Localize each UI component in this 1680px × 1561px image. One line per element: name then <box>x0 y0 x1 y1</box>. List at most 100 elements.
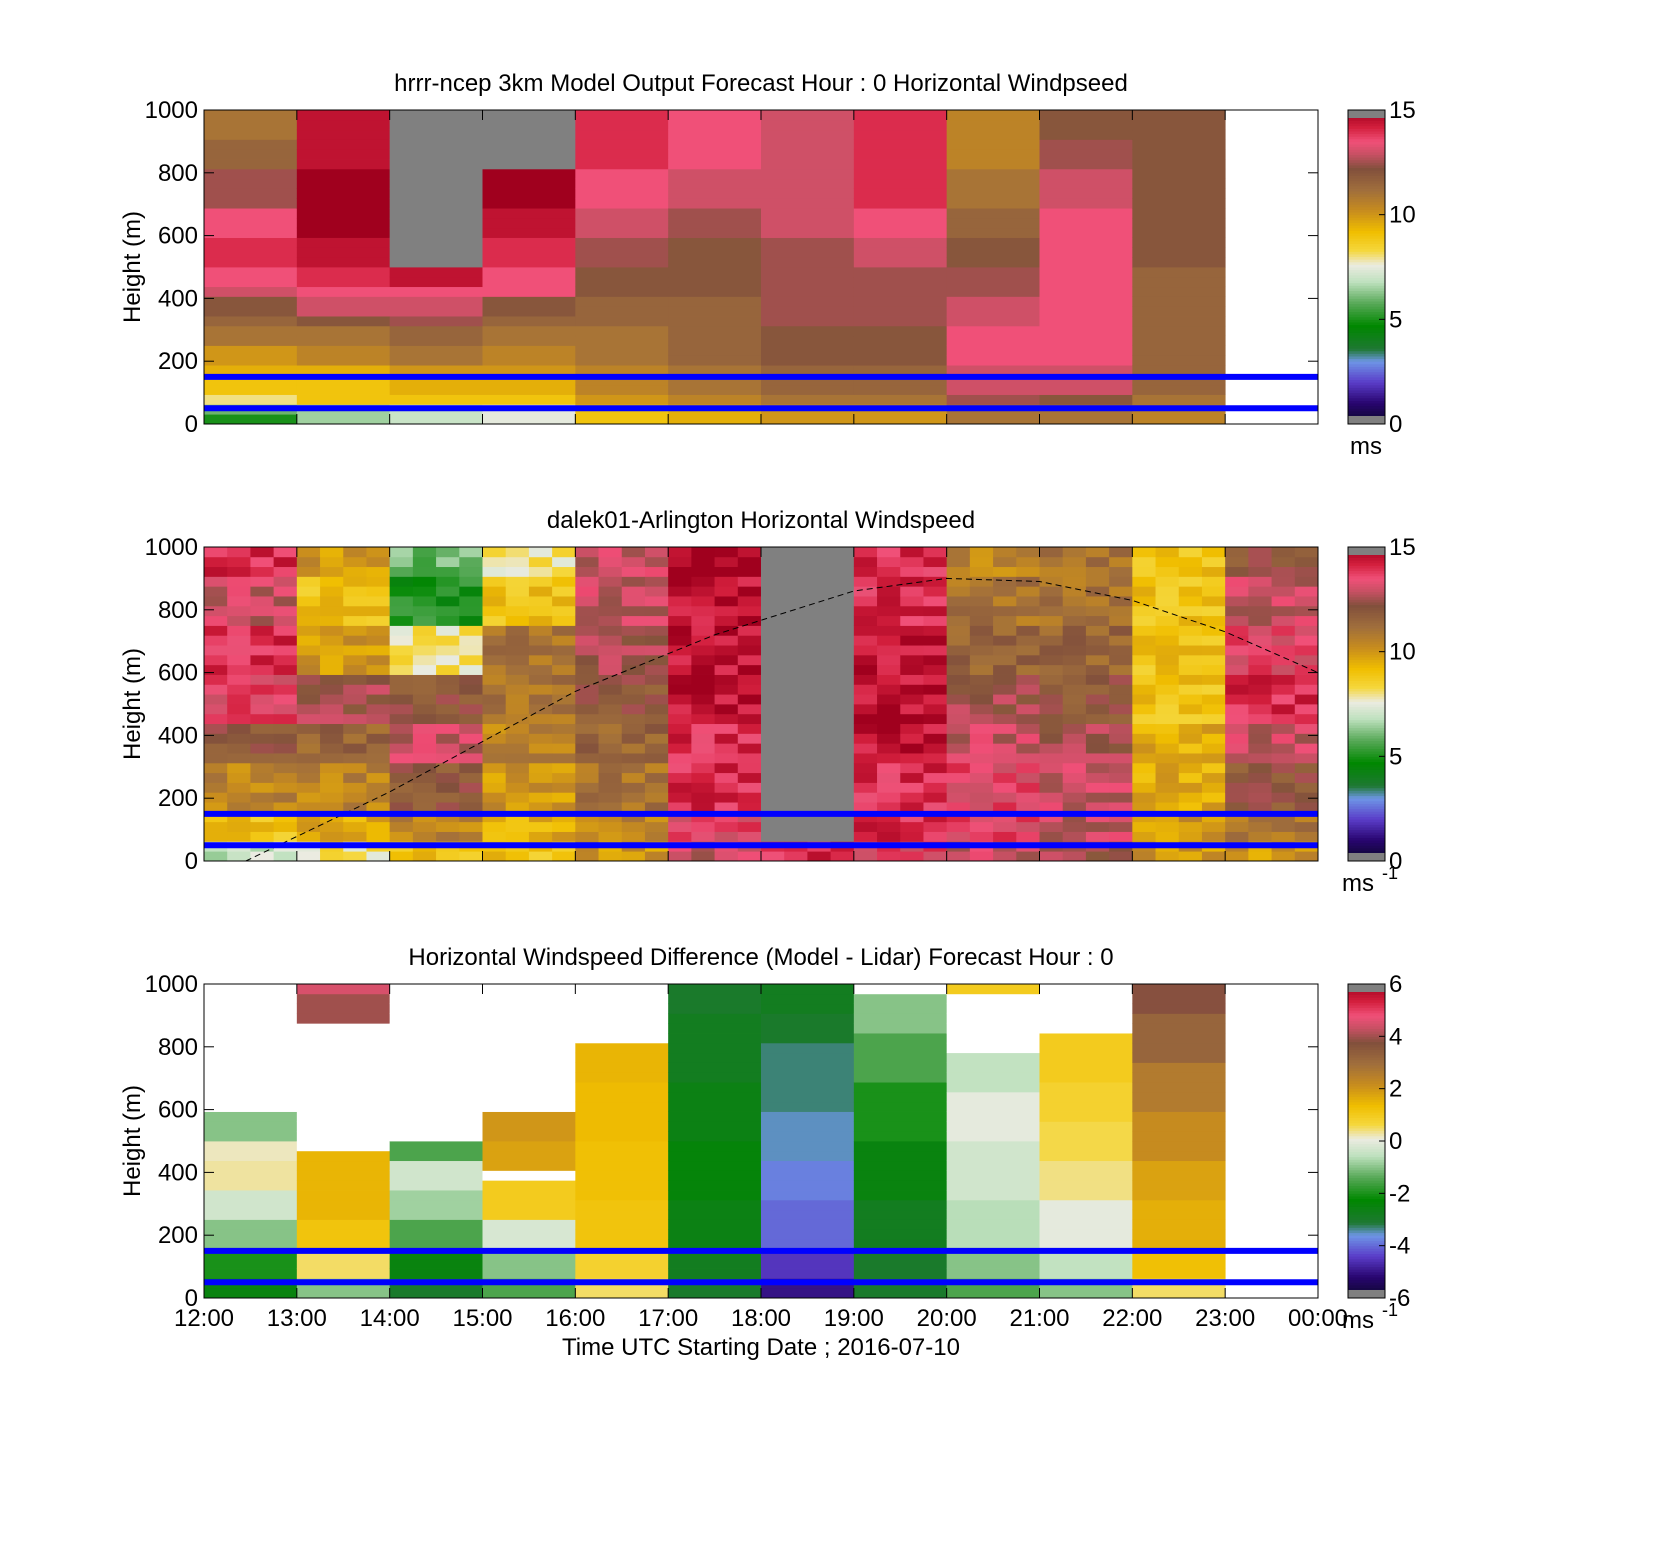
heatmap-cell <box>668 168 762 180</box>
heatmap-cell <box>575 684 599 695</box>
heatmap-cell <box>598 753 623 764</box>
y-tick-label: 400 <box>158 722 198 749</box>
heatmap-cell <box>1039 743 1064 754</box>
heatmap-cell <box>877 556 901 568</box>
heatmap-cell <box>853 335 948 346</box>
colorbar-cell <box>1348 188 1385 192</box>
heatmap-cell <box>946 394 1040 405</box>
colorbar-cell <box>1348 764 1385 768</box>
heatmap-cell <box>227 654 251 666</box>
heatmap-cell <box>1201 821 1226 832</box>
heatmap-cell <box>389 394 483 405</box>
heatmap-cell <box>204 237 298 248</box>
heatmap-cell <box>621 821 646 832</box>
heatmap-cell <box>366 547 391 558</box>
heatmap-cell <box>1039 365 1133 376</box>
y-tick-label: 0 <box>185 411 198 438</box>
heatmap-cell <box>1062 792 1087 803</box>
heatmap-cell <box>691 645 715 656</box>
colorbar-cell <box>1348 656 1385 661</box>
heatmap-cell <box>853 1190 948 1201</box>
heatmap-cell <box>320 782 344 793</box>
colorbar-cell <box>1348 1277 1385 1281</box>
heatmap-cell <box>946 1180 1040 1191</box>
heatmap-cell <box>946 772 971 783</box>
heatmap-cell <box>1109 684 1133 695</box>
heatmap-cell <box>969 654 994 666</box>
heatmap-cell <box>644 733 669 744</box>
heatmap-cell <box>668 851 692 862</box>
heatmap-cell <box>1155 743 1180 754</box>
heatmap-cell <box>389 316 483 327</box>
heatmap-cell <box>296 384 391 395</box>
heatmap-cell <box>1109 762 1133 774</box>
heatmap-cell <box>993 811 1017 823</box>
heatmap-cell <box>807 625 832 636</box>
heatmap-cell <box>575 149 669 160</box>
heatmap-cell <box>482 1042 576 1054</box>
heatmap-cell <box>296 159 391 170</box>
x-tick-label: 18:00 <box>731 1305 791 1332</box>
heatmap-cell <box>204 129 298 140</box>
heatmap-cell <box>644 635 669 646</box>
heatmap-cell <box>761 257 855 268</box>
heatmap-cell <box>1178 723 1203 734</box>
heatmap-cell <box>505 654 530 666</box>
colorbar-cell <box>1348 178 1385 182</box>
heatmap-cell <box>1109 547 1133 558</box>
heatmap-cell <box>528 704 553 715</box>
heatmap-cell <box>1039 345 1133 356</box>
heatmap-cell <box>761 1258 855 1269</box>
heatmap-cell <box>1039 1111 1133 1122</box>
heatmap-cell <box>482 1160 576 1171</box>
heatmap-cell <box>969 566 994 577</box>
heatmap-cell <box>853 1239 948 1250</box>
heatmap-cell <box>1039 394 1133 405</box>
heatmap-cell <box>1039 694 1064 705</box>
heatmap-cell <box>668 674 692 685</box>
heatmap-cell <box>714 645 739 656</box>
heatmap-cell <box>923 635 948 646</box>
heatmap-cell <box>250 625 275 636</box>
heatmap-cell <box>296 1190 391 1201</box>
heatmap-cell <box>1155 654 1180 666</box>
heatmap-cell <box>1155 547 1180 558</box>
heatmap-cell <box>1248 733 1272 744</box>
heatmap-cell <box>343 811 367 823</box>
heatmap-cell <box>946 566 971 577</box>
heatmap-cell <box>204 1111 298 1122</box>
heatmap-cell <box>1039 713 1064 725</box>
heatmap-cell <box>412 596 437 607</box>
heatmap-cell <box>993 635 1017 646</box>
y-axis-label: Height (m) <box>119 1085 146 1197</box>
heatmap-cell <box>320 684 344 695</box>
heatmap-cell <box>204 198 298 209</box>
heatmap-cell <box>761 1003 855 1014</box>
colorbar-cell <box>1348 732 1385 736</box>
heatmap-cell <box>389 1101 483 1112</box>
heatmap-cell <box>853 325 948 337</box>
heatmap-cell <box>853 296 948 307</box>
heatmap-cell <box>1271 723 1296 734</box>
heatmap-cell <box>528 792 553 803</box>
heatmap-cell <box>436 792 460 803</box>
heatmap-cell <box>668 1199 762 1211</box>
heatmap-cell <box>296 227 391 238</box>
heatmap-cell <box>482 1101 576 1112</box>
heatmap-cell <box>644 664 669 675</box>
colorbar-cell <box>1348 612 1385 616</box>
heatmap-cell <box>389 1091 483 1103</box>
heatmap-cell <box>412 635 437 646</box>
heatmap-cell <box>668 1160 762 1171</box>
heatmap-cell <box>1225 753 1249 764</box>
heatmap-cell <box>923 821 948 832</box>
heatmap-cell <box>761 208 855 219</box>
heatmap-cell <box>575 674 599 685</box>
heatmap-cell <box>204 335 298 346</box>
heatmap-cell <box>296 217 391 229</box>
heatmap-cell <box>853 345 948 356</box>
heatmap-cell <box>482 743 507 754</box>
heatmap-cell <box>366 684 391 695</box>
heatmap-cell <box>296 831 321 842</box>
heatmap-cell <box>575 1121 669 1132</box>
